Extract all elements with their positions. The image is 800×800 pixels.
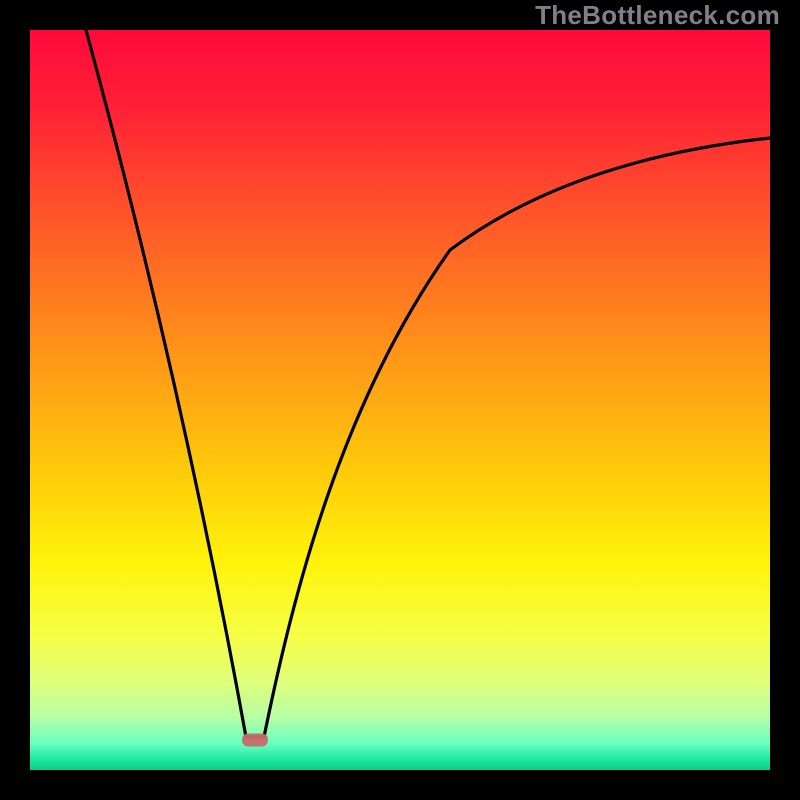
chart-frame: TheBottleneck.com <box>0 0 800 800</box>
watermark-text: TheBottleneck.com <box>535 0 780 31</box>
gradient-background <box>30 30 770 770</box>
optimal-point-marker <box>242 734 268 747</box>
bottleneck-chart <box>30 30 770 770</box>
